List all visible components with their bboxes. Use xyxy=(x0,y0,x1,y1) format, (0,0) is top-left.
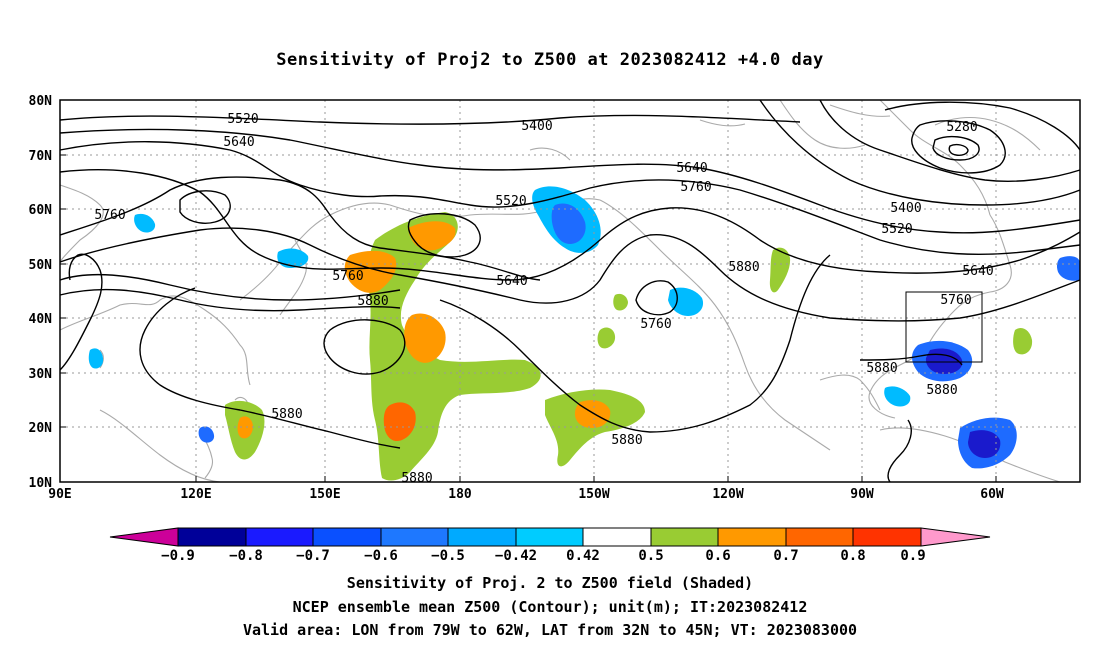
shaded-region xyxy=(574,400,611,428)
lat-label: 40N xyxy=(29,312,53,327)
lat-label: 30N xyxy=(29,367,53,382)
colorbar-cell xyxy=(785,527,854,547)
contour-label: 5880 xyxy=(611,433,642,448)
colorbar-cell xyxy=(852,527,922,547)
shaded-sensitivity xyxy=(88,186,1080,481)
lat-label: 60N xyxy=(29,203,53,218)
contour-label: 5760 xyxy=(640,317,671,332)
shaded-region xyxy=(597,327,616,349)
page-title: Sensitivity of Proj2 to Z500 at 20230824… xyxy=(276,50,824,70)
contour-label: 5760 xyxy=(332,269,363,284)
z500-contours xyxy=(59,99,1081,483)
colorbar-cell xyxy=(650,527,719,547)
colorbar xyxy=(109,527,991,547)
contour-label: 5880 xyxy=(728,260,759,275)
colorbar-ticks: −0.9 −0.8 −0.7 −0.6 −0.5 −0.42 0.42 0.5 … xyxy=(161,548,926,564)
lon-label: 120E xyxy=(180,487,211,502)
contour-label: 5640 xyxy=(223,135,254,150)
shaded-region xyxy=(134,213,156,233)
shaded-region xyxy=(769,247,791,293)
contour-label: 5400 xyxy=(521,119,552,134)
lon-label: 150E xyxy=(309,487,340,502)
lon-label: 120W xyxy=(712,487,743,502)
contour-label: 5640 xyxy=(962,264,993,279)
lat-label: 70N xyxy=(29,149,53,164)
caption-line-3: Valid area: LON from 79W to 62W, LAT fro… xyxy=(242,621,858,639)
lat-label: 20N xyxy=(29,421,53,436)
contour-label: 5280 xyxy=(946,120,977,135)
caption-line-1: Sensitivity of Proj. 2 to Z500 field (Sh… xyxy=(346,574,754,592)
colorbar-tick: −0.7 xyxy=(296,548,330,564)
colorbar-cell xyxy=(717,527,787,547)
lon-label: 150W xyxy=(578,487,609,502)
colorbar-arrow-left xyxy=(109,527,179,547)
lat-label: 50N xyxy=(29,258,53,273)
contour-label: 5760 xyxy=(94,208,125,223)
colorbar-arrow-right xyxy=(920,527,991,547)
colorbar-tick: 0.8 xyxy=(840,548,865,564)
shaded-region xyxy=(277,248,309,268)
contour-label: 5880 xyxy=(866,361,897,376)
contour-label: 5520 xyxy=(495,194,526,209)
shaded-region xyxy=(88,348,104,369)
colorbar-cell xyxy=(582,527,652,547)
contour-label: 5400 xyxy=(890,201,921,216)
colorbar-tick: 0.42 xyxy=(566,548,600,564)
lat-label: 10N xyxy=(29,476,53,491)
shaded-region xyxy=(408,221,456,251)
contour-label: 5760 xyxy=(940,293,971,308)
shaded-region xyxy=(237,416,253,439)
colorbar-tick: 0.5 xyxy=(638,548,663,564)
lon-label: 60W xyxy=(980,487,1004,502)
caption-line-2: NCEP ensemble mean Z500 (Contour); unit(… xyxy=(292,598,808,616)
lon-label: 180 xyxy=(448,487,472,502)
contour-label: 5520 xyxy=(881,222,912,237)
lon-label: 90W xyxy=(850,487,874,502)
colorbar-cell xyxy=(177,527,247,547)
colorbar-tick: 0.6 xyxy=(705,548,730,564)
shaded-region xyxy=(383,402,416,442)
shaded-region xyxy=(344,250,397,293)
colorbar-tick: −0.8 xyxy=(229,548,263,564)
colorbar-tick: −0.9 xyxy=(161,548,195,564)
shaded-region xyxy=(404,313,446,363)
contour-label: 5640 xyxy=(676,161,707,176)
shaded-region xyxy=(968,430,1001,458)
colorbar-cell xyxy=(515,527,584,547)
shaded-region xyxy=(1013,328,1033,355)
colorbar-tick: −0.5 xyxy=(431,548,465,564)
shaded-region xyxy=(198,426,215,443)
colorbar-cell xyxy=(312,527,382,547)
contour-label: 5640 xyxy=(496,274,527,289)
shaded-region xyxy=(551,203,586,244)
tick-marks xyxy=(60,154,997,482)
shaded-region xyxy=(545,389,645,467)
colorbar-tick: −0.6 xyxy=(364,548,398,564)
colorbar-tick: −0.42 xyxy=(495,548,537,564)
longitude-labels: 90E 120E 150E 180 150W 120W 90W 60W xyxy=(48,487,1004,502)
contour-label: 5760 xyxy=(680,180,711,195)
contour-label: 5520 xyxy=(227,112,258,127)
shaded-region xyxy=(884,386,911,407)
map-frame xyxy=(59,99,1081,483)
contour-label: 5880 xyxy=(926,383,957,398)
shaded-region xyxy=(613,293,628,311)
contour-label: 5880 xyxy=(401,471,432,486)
colorbar-tick: 0.7 xyxy=(773,548,798,564)
shaded-region xyxy=(1056,256,1080,281)
contour-label: 5880 xyxy=(271,407,302,422)
lat-label: 80N xyxy=(29,94,53,109)
lon-label: 90E xyxy=(48,487,71,502)
latitude-labels: 80N 70N 60N 50N 40N 30N 20N 10N xyxy=(29,94,53,491)
colorbar-tick: 0.9 xyxy=(900,548,925,564)
contour-label: 5880 xyxy=(357,294,388,309)
colorbar-cell xyxy=(447,527,517,547)
colorbar-cell xyxy=(245,527,314,547)
colorbar-cell xyxy=(380,527,449,547)
